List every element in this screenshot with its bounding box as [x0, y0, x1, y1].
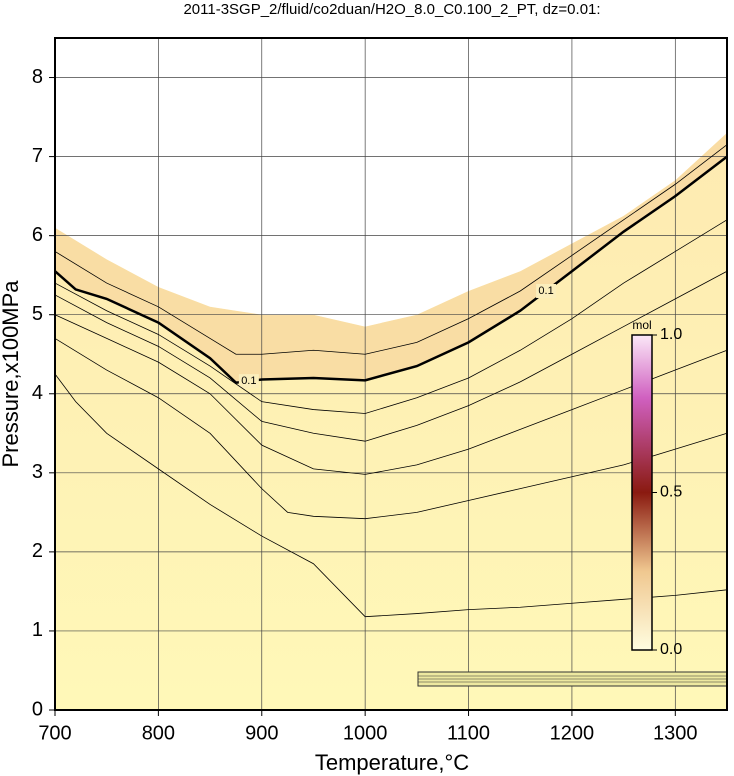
- y-tick-label: 0: [32, 698, 43, 720]
- legend-box: [417, 671, 728, 687]
- contour-label: 0.1: [538, 285, 553, 297]
- plot-frame: [54, 37, 728, 711]
- contour-line: [54, 270, 728, 442]
- y-tick-label: 6: [32, 224, 43, 246]
- contour-label-bg: [238, 374, 259, 389]
- contour-line: [54, 338, 728, 520]
- contour-label: 0.1: [241, 375, 256, 387]
- contour-line: [54, 219, 728, 414]
- x-tick-label: 700: [38, 722, 71, 744]
- colorbar-tick-label: 1.0: [660, 326, 682, 343]
- x-tick-label: 1200: [550, 722, 595, 744]
- saturation-band: [55, 132, 727, 383]
- x-tick-label: 800: [142, 722, 175, 744]
- contour-line: [54, 144, 728, 355]
- x-tick-label: 1100: [447, 722, 490, 744]
- colorbar-label: mol: [632, 318, 651, 332]
- x-tick-label: 900: [245, 722, 278, 744]
- contour-label-bg: [536, 283, 557, 298]
- y-tick-label: 7: [32, 145, 43, 167]
- y-axis-label: Pressure,x100MPa: [0, 280, 23, 468]
- y-tick-label: 2: [32, 540, 43, 562]
- y-tick-label: 5: [32, 303, 43, 325]
- x-tick-label: 1000: [343, 722, 388, 744]
- contour-line: [54, 155, 728, 385]
- colorbar-tick-label: 0.0: [660, 641, 682, 658]
- y-tick-label: 8: [32, 66, 43, 88]
- y-tick-label: 4: [32, 382, 43, 404]
- plot-area: 0.1 0.1: [54, 38, 728, 711]
- x-tick-label: 1300: [653, 722, 698, 744]
- unsaturated-region: [55, 38, 727, 327]
- colorbar: [631, 334, 653, 651]
- contour-line: [54, 373, 728, 618]
- colorbar-tick-label: 0.5: [660, 484, 682, 501]
- contour-line: [54, 314, 728, 475]
- y-tick-label: 3: [32, 461, 43, 483]
- chart-title: 2011-3SGP_2/fluid/co2duan/H2O_8.0_C0.100…: [183, 1, 600, 18]
- y-tick-label: 1: [32, 619, 43, 641]
- x-axis-label: Temperature,°C: [315, 750, 469, 775]
